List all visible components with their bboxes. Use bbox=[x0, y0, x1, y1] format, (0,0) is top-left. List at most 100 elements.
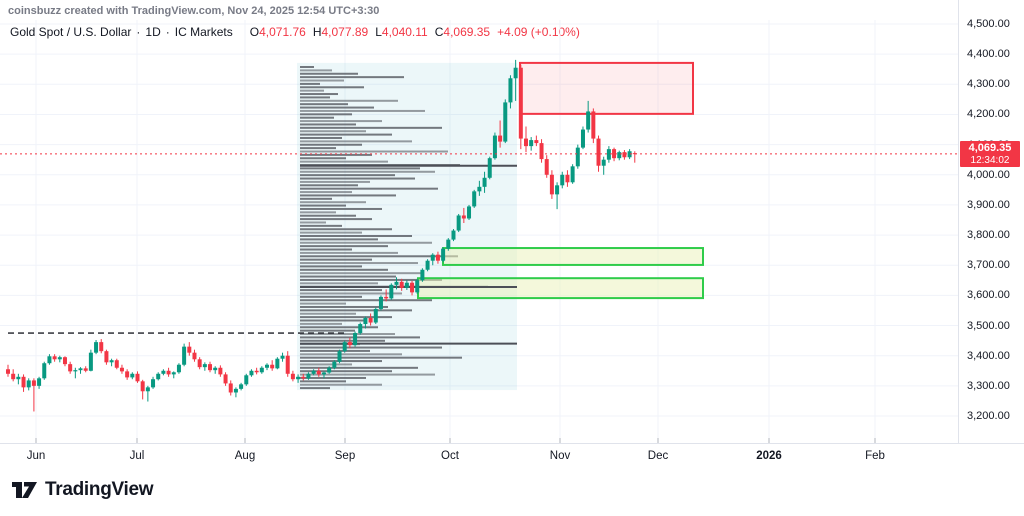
volume-profile-bar bbox=[300, 383, 382, 386]
price-tick-label: 3,900.00 bbox=[967, 198, 1010, 211]
volume-profile-bar bbox=[300, 96, 330, 99]
volume-profile-bar bbox=[300, 251, 398, 254]
candle-body bbox=[425, 260, 430, 270]
candle-body bbox=[311, 370, 316, 374]
candle-body bbox=[218, 367, 223, 375]
candle-body bbox=[239, 384, 244, 389]
price-tick-label: 4,500.00 bbox=[967, 18, 1010, 30]
volume-profile-bar bbox=[300, 76, 404, 79]
candle-body bbox=[265, 364, 269, 368]
supply-zone[interactable] bbox=[519, 61, 694, 115]
price-tick-label: 3,300.00 bbox=[967, 379, 1010, 392]
chart-plot-area[interactable] bbox=[0, 0, 958, 444]
candle-body bbox=[208, 364, 213, 371]
volume-profile-bar bbox=[300, 272, 422, 275]
candle-body bbox=[586, 111, 591, 130]
volume-profile-bar bbox=[300, 339, 385, 342]
legend-separator: · bbox=[136, 25, 141, 39]
candle-body bbox=[26, 380, 31, 388]
candle-body bbox=[125, 371, 130, 378]
volume-profile-bar bbox=[300, 133, 392, 136]
volume-profile-bar bbox=[300, 302, 346, 305]
candle-body bbox=[358, 324, 363, 334]
volume-profile-bar bbox=[300, 228, 392, 231]
candle-body bbox=[151, 379, 156, 388]
time-tick-label: Nov bbox=[549, 450, 571, 462]
candle-body bbox=[549, 174, 554, 195]
volume-profile-bar bbox=[300, 376, 366, 379]
candle-body bbox=[161, 370, 166, 374]
candle-body bbox=[52, 356, 57, 360]
candle-body bbox=[389, 284, 394, 299]
volume-profile-bar bbox=[300, 326, 378, 329]
candle-body bbox=[477, 186, 482, 192]
volume-profile-bar bbox=[300, 113, 352, 116]
candle-body bbox=[244, 375, 249, 385]
change-value: +4.09 (+0.10%) bbox=[497, 25, 580, 39]
candle-body bbox=[156, 373, 161, 380]
candle-body bbox=[233, 388, 238, 393]
volume-profile-bar bbox=[300, 116, 334, 119]
price-tick-label: 3,700.00 bbox=[967, 259, 1010, 272]
volume-profile-bar bbox=[300, 82, 320, 85]
interval-label: 1D bbox=[145, 25, 161, 39]
candle-body bbox=[596, 138, 601, 166]
candle-body bbox=[68, 364, 73, 372]
price-axis[interactable]: 4,069.35 12:34:02 4,500.00 4,400.00 4,300.… bbox=[958, 0, 1024, 444]
price-tick-label: 4,000.00 bbox=[967, 168, 1010, 181]
candle-body bbox=[347, 342, 352, 346]
volume-profile-bar bbox=[300, 295, 362, 298]
volume-profile-bar bbox=[300, 69, 332, 72]
candle-body bbox=[539, 143, 544, 160]
volume-profile-bar bbox=[300, 356, 462, 359]
volume-profile-bar bbox=[300, 278, 442, 281]
time-tick-label: Aug bbox=[234, 450, 256, 462]
tradingview-logo[interactable]: TradingView bbox=[12, 479, 154, 501]
volume-profile-bar bbox=[300, 160, 388, 163]
close-value: 4,069.35 bbox=[443, 25, 491, 39]
candle-body bbox=[591, 111, 596, 139]
close-label: C bbox=[434, 25, 444, 39]
volume-profile-bar bbox=[300, 265, 362, 268]
candle-body bbox=[83, 368, 88, 371]
time-tick-label: Feb bbox=[865, 450, 885, 462]
candle-body bbox=[451, 230, 456, 240]
demand-zone-upper[interactable] bbox=[442, 247, 704, 266]
candle-body bbox=[176, 364, 181, 373]
candle-body bbox=[399, 281, 404, 288]
demand-zone-lower[interactable] bbox=[417, 277, 704, 300]
volume-profile-bar bbox=[300, 275, 396, 278]
volume-profile-bar bbox=[300, 197, 332, 200]
candle-body bbox=[109, 360, 114, 363]
candle-body bbox=[456, 215, 461, 231]
volume-profile-bar bbox=[300, 373, 435, 376]
volume-profile-bar bbox=[300, 126, 442, 129]
low-label: L bbox=[375, 25, 382, 39]
candle-body bbox=[321, 372, 326, 375]
candle-body bbox=[130, 373, 135, 378]
candle-body bbox=[94, 342, 99, 353]
candlestick-chart[interactable] bbox=[0, 0, 958, 444]
attribution-text: coinsbuzz created with TradingView.com, … bbox=[8, 5, 380, 17]
time-axis[interactable]: Jun Jul Aug Sep Oct Nov Dec 2026 Feb bbox=[0, 444, 958, 470]
open-value: 4,071.76 bbox=[259, 25, 306, 39]
price-tick-label: 3,400.00 bbox=[967, 349, 1010, 362]
volume-profile-bar bbox=[300, 268, 388, 271]
volume-profile-bar bbox=[300, 305, 388, 308]
candle-body bbox=[378, 296, 383, 309]
volume-profile-bar bbox=[300, 66, 314, 68]
candle-body bbox=[513, 67, 518, 79]
volume-profile-bar bbox=[300, 235, 412, 237]
volume-profile-bar bbox=[300, 93, 338, 96]
candle-body bbox=[88, 352, 93, 371]
volume-profile-bar bbox=[300, 167, 420, 170]
volume-profile-bar bbox=[300, 79, 344, 82]
candle-body bbox=[213, 367, 218, 371]
chart-legend[interactable]: Gold Spot / U.S. Dollar · 1D · IC Markets O4,… bbox=[10, 25, 580, 39]
candle-body bbox=[524, 138, 528, 147]
volume-profile-bar bbox=[300, 299, 432, 302]
legend-separator: · bbox=[165, 25, 170, 39]
tradingview-logo-text: TradingView bbox=[45, 479, 154, 500]
volume-profile-bar bbox=[300, 201, 366, 204]
